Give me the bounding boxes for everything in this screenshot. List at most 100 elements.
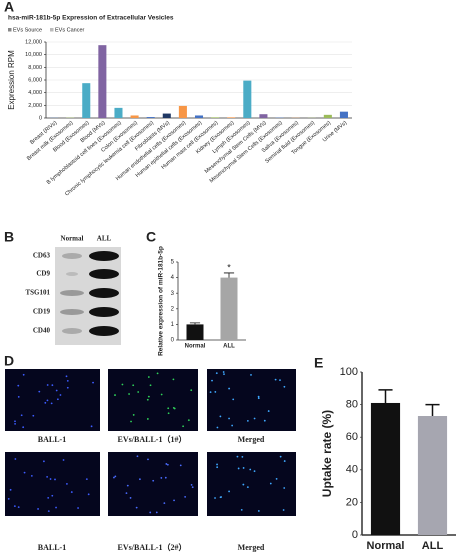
cell — [156, 372, 159, 375]
cell — [137, 391, 140, 393]
y-tick-label: 2 — [171, 306, 175, 312]
bar — [194, 115, 204, 118]
y-tick-label: 0 — [39, 115, 42, 121]
blot-row: CD19 — [33, 308, 51, 316]
cell — [132, 384, 135, 387]
cell — [257, 510, 260, 512]
cell — [246, 419, 249, 422]
cell — [55, 506, 57, 509]
cell — [216, 463, 218, 466]
cell — [257, 397, 260, 400]
panel-letter: D — [4, 353, 14, 369]
cell — [139, 478, 141, 481]
panel-letter: C — [146, 229, 156, 245]
cell — [216, 426, 219, 429]
y-tick-label: 100 — [340, 366, 358, 378]
cell — [279, 379, 281, 382]
cell — [228, 490, 230, 493]
cell — [253, 470, 256, 473]
cell — [20, 414, 23, 417]
panel-letter: E — [314, 355, 323, 371]
cell — [9, 488, 12, 491]
cell — [51, 384, 54, 387]
cell — [32, 414, 35, 417]
cell — [220, 496, 223, 498]
cell — [146, 398, 149, 401]
cell — [66, 386, 69, 389]
cell — [149, 384, 152, 387]
error-bar — [378, 389, 393, 403]
cell — [275, 478, 278, 480]
cell — [241, 455, 244, 458]
bar — [227, 117, 236, 118]
cell — [167, 407, 170, 410]
y-tick-label: 10,000 — [25, 52, 42, 58]
bar — [114, 107, 123, 118]
cell — [47, 496, 50, 499]
cell — [59, 394, 62, 396]
y-tick-label: 20 — [346, 496, 358, 508]
cell — [219, 415, 222, 418]
cell — [163, 502, 166, 505]
cell — [114, 394, 116, 396]
cell — [282, 509, 285, 511]
cell — [167, 412, 170, 415]
bar — [259, 114, 268, 118]
cell — [149, 511, 152, 514]
cell — [279, 455, 282, 458]
cell — [283, 385, 286, 388]
y-tick-label: 3 — [171, 291, 175, 297]
y-axis-label: Uptake rate (%) — [320, 410, 334, 497]
cell — [113, 476, 115, 479]
cell — [283, 460, 286, 462]
image-label: Merged — [238, 543, 265, 552]
legend-label: EVs Cancer — [55, 27, 85, 33]
cell — [62, 459, 65, 461]
cell — [44, 401, 47, 404]
cell — [65, 375, 68, 378]
cell — [14, 422, 16, 425]
y-tick-label: 2,000 — [28, 103, 42, 109]
blot-row: TSG101 — [25, 289, 50, 297]
y-tick-label: 1 — [171, 322, 175, 328]
cell — [128, 393, 130, 395]
cell — [46, 384, 49, 386]
cell — [253, 417, 256, 420]
cell — [240, 508, 243, 511]
cell — [242, 467, 245, 469]
cell — [147, 376, 150, 378]
cell — [267, 410, 270, 412]
y-tick-label: 12,000 — [25, 39, 42, 45]
cell — [46, 475, 49, 478]
blot — [55, 247, 121, 345]
y-tick-label: 4,000 — [28, 90, 42, 96]
cell — [263, 419, 266, 422]
cell — [214, 497, 216, 499]
bar — [323, 114, 332, 118]
micrographs — [5, 369, 296, 516]
bar — [98, 45, 107, 118]
cell — [85, 478, 88, 481]
cell — [173, 499, 175, 502]
cell — [51, 494, 54, 497]
cell — [47, 510, 50, 512]
micrograph — [108, 369, 198, 431]
blot-column: Normal — [61, 235, 84, 243]
cell — [160, 477, 163, 479]
y-tick-label: 40 — [346, 464, 358, 476]
cell — [190, 389, 193, 392]
cell — [160, 393, 163, 396]
cell — [92, 381, 94, 384]
chart-title: hsa-miR-181b-5p Expression of Extracellu… — [8, 15, 174, 22]
cell — [152, 479, 155, 482]
cell — [257, 395, 260, 398]
cell — [269, 482, 272, 485]
cell — [155, 511, 158, 514]
cell — [135, 506, 138, 509]
y-tick-label: 0 — [352, 529, 358, 541]
cell — [14, 420, 16, 423]
legend-swatch — [8, 28, 12, 32]
cell — [249, 468, 252, 471]
micrograph — [5, 452, 100, 516]
